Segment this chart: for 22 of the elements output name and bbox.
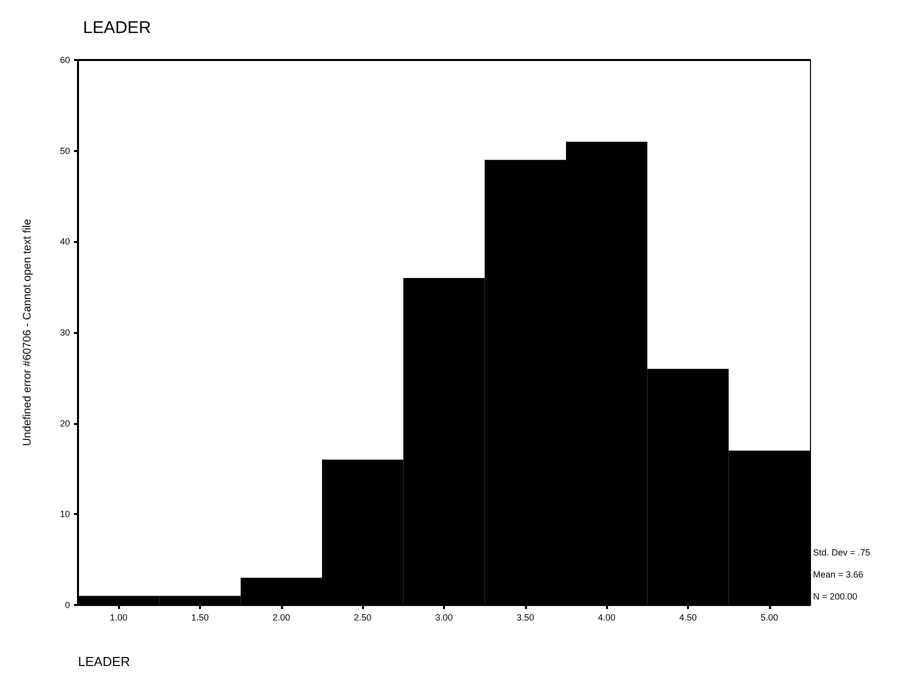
text: N = 200.00	[813, 592, 858, 602]
y-tick-label: 30	[60, 328, 70, 338]
x-tick-label: 5.00	[760, 612, 778, 622]
x-tick-label: 1.50	[191, 612, 209, 622]
x-tick-label: 2.50	[354, 612, 372, 622]
y-tick-label: 20	[60, 418, 70, 428]
x-tick-label: 4.00	[598, 612, 616, 622]
text: Std. Dev = .75	[813, 548, 870, 558]
x-tick-label: 3.00	[435, 612, 453, 622]
y-tick-label: 10	[60, 509, 70, 520]
y-tick-label: 0	[64, 600, 70, 610]
y-tick-label: 60	[60, 55, 70, 65]
y-axis-title: Undefined error #60706 - Cannot open text file	[22, 219, 34, 446]
text: Mean = 3.66	[813, 570, 864, 580]
x-axis-title: LEADER	[78, 654, 130, 669]
x-tick-label: 1.00	[110, 612, 128, 622]
chart-title: LEADER	[83, 18, 152, 37]
y-tick-label: 50	[60, 146, 70, 156]
x-tick-label: 2.00	[272, 612, 290, 622]
x-tick-label: 3.50	[516, 612, 534, 622]
y-tick-label: 40	[60, 236, 70, 247]
x-tick-label: 4.50	[679, 612, 697, 622]
